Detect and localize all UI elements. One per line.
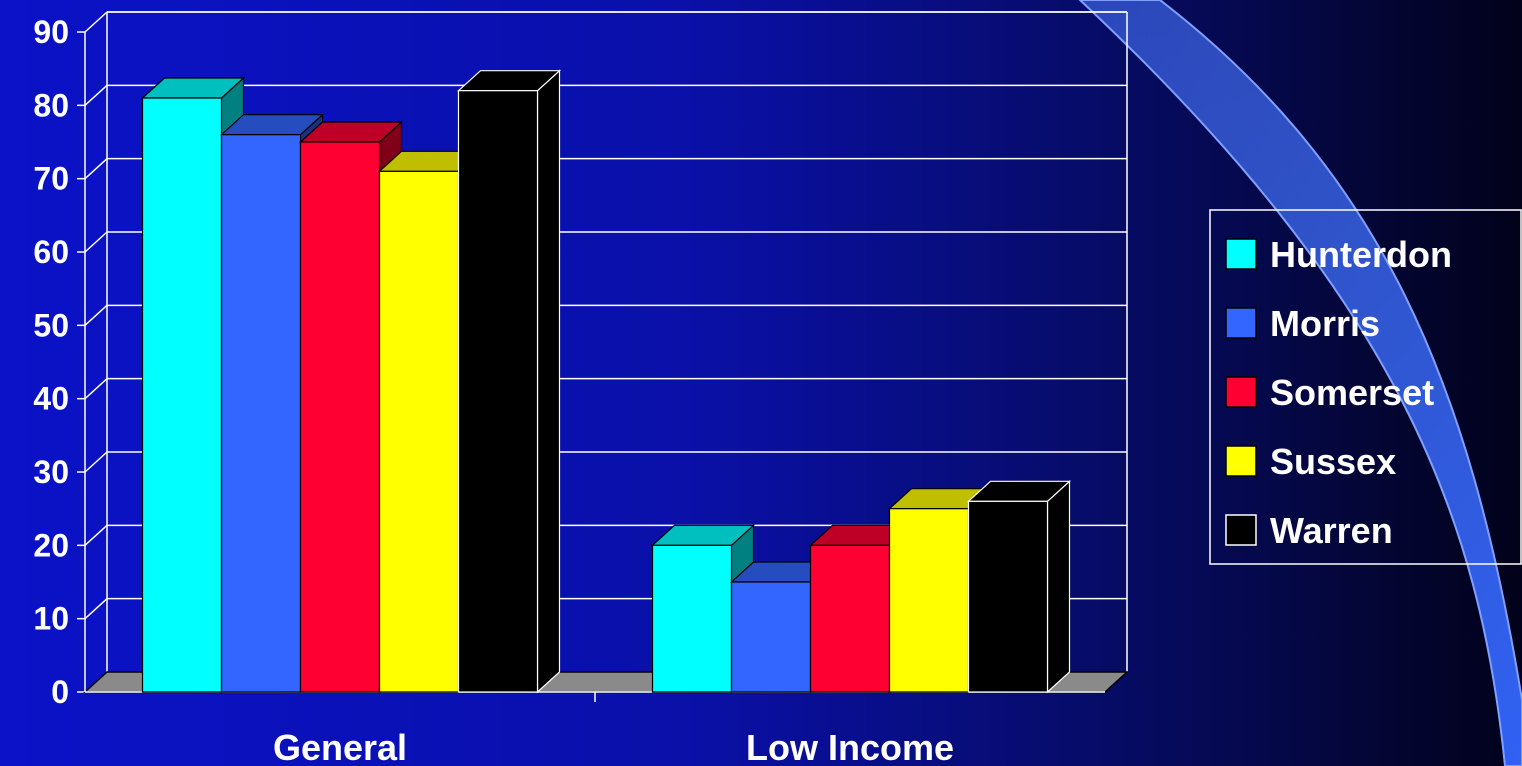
legend-label-somerset: Somerset <box>1270 372 1434 413</box>
gridline-diagonal <box>84 11 108 33</box>
bar-side-face <box>1046 479 1071 694</box>
gridline-diagonal <box>84 524 108 546</box>
plot-area: 0 10 20 30 40 50 60 70 80 90 General Low Income <box>33 11 1129 766</box>
legend-label-hunterdon: Hunterdon <box>1270 234 1452 275</box>
bar-front-face <box>651 544 733 693</box>
background-swoosh <box>1078 0 1522 766</box>
bar-front-face <box>730 581 812 693</box>
bar-front-face <box>378 170 460 693</box>
gridline-diagonal <box>84 84 108 106</box>
category-label: General <box>273 727 407 766</box>
gridline-diagonal <box>84 304 108 326</box>
y-tick-label: 40 <box>33 381 69 417</box>
bar-front-face <box>809 544 891 693</box>
y-tick-label: 0 <box>51 674 69 710</box>
bar-front-face <box>141 97 223 693</box>
gridline-diagonal <box>84 158 108 180</box>
y-tick-label: 50 <box>33 307 69 343</box>
y-tick-label: 20 <box>33 527 69 563</box>
bar-front-face <box>220 134 302 693</box>
bar-morris-low-income <box>729 560 835 694</box>
y-tick-label: 80 <box>33 87 69 123</box>
bar-warren-low-income <box>966 479 1072 694</box>
legend-label-sussex: Sussex <box>1270 441 1396 482</box>
gridline-diagonal <box>84 231 108 253</box>
legend-box <box>1209 209 1522 565</box>
legend-swatch-somerset <box>1225 376 1257 408</box>
legend-swatch-sussex <box>1225 445 1257 477</box>
y-tick-label: 30 <box>33 454 69 490</box>
y-tick-label: 90 <box>33 14 69 50</box>
bar-warren-general <box>456 69 562 694</box>
legend: Hunterdon Morris Somerset Sussex Warren <box>1209 209 1522 565</box>
gridline-diagonal <box>84 378 108 400</box>
gridline-diagonal <box>84 598 108 620</box>
legend-label-morris: Morris <box>1270 303 1380 344</box>
y-tick-label: 10 <box>33 601 69 637</box>
bar-front-face <box>888 508 970 693</box>
y-tick-label: 70 <box>33 161 69 197</box>
legend-swatch-hunterdon <box>1225 238 1257 270</box>
bar-front-face <box>457 90 539 693</box>
bar-front-face <box>967 500 1049 693</box>
category-label: Low Income <box>746 727 954 766</box>
y-tick-label: 60 <box>33 234 69 270</box>
gridline-diagonal <box>84 451 108 473</box>
legend-label-warren: Warren <box>1270 510 1393 551</box>
legend-swatch-warren <box>1225 514 1257 546</box>
bar-side-face <box>536 69 561 694</box>
legend-swatch-morris <box>1225 307 1257 339</box>
bar-front-face <box>299 141 381 693</box>
